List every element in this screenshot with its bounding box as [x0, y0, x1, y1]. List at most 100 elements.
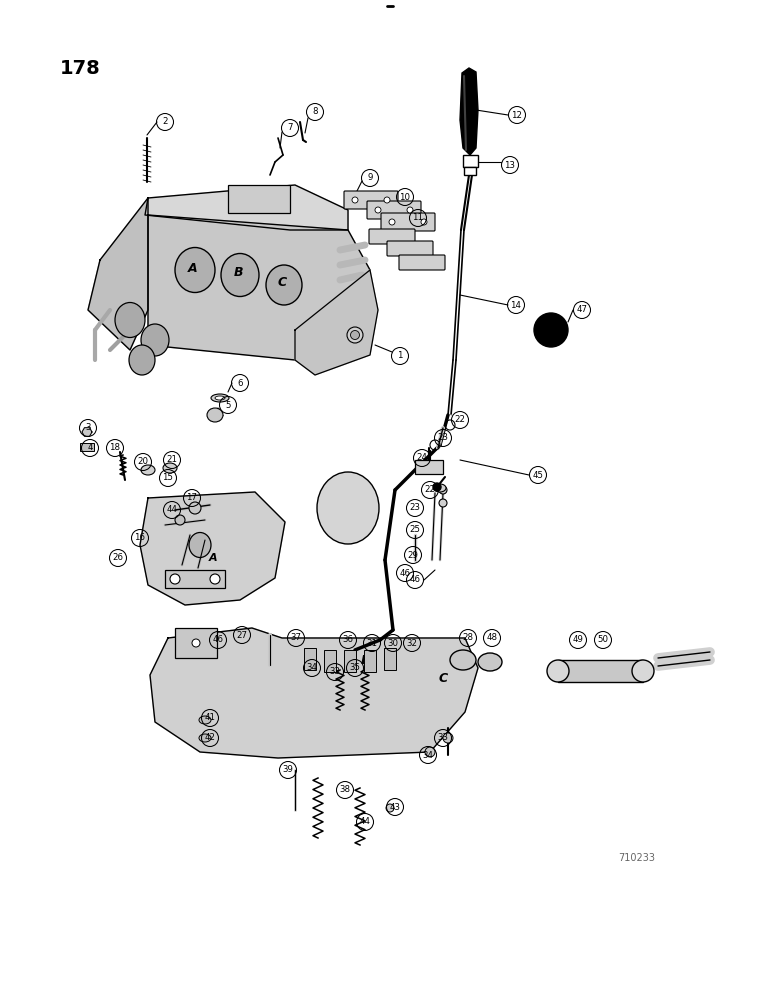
Text: 45: 45 [533, 471, 543, 480]
Text: 38: 38 [340, 786, 350, 794]
Text: 5: 5 [225, 400, 231, 410]
Polygon shape [150, 628, 478, 758]
Text: 46: 46 [399, 568, 411, 578]
Text: 33: 33 [438, 734, 449, 742]
Text: 46: 46 [212, 636, 224, 645]
Text: 25: 25 [409, 526, 421, 534]
Bar [324, 650, 336, 672]
Ellipse shape [443, 733, 453, 743]
FancyBboxPatch shape [387, 241, 433, 256]
Ellipse shape [434, 484, 446, 492]
Text: 39: 39 [283, 766, 293, 774]
Text: 34: 34 [422, 750, 434, 760]
Polygon shape [460, 68, 478, 155]
Text: 31: 31 [367, 639, 378, 648]
Polygon shape [82, 428, 92, 436]
Text: A: A [188, 261, 198, 274]
Bar [304, 648, 316, 670]
Ellipse shape [266, 265, 302, 305]
Ellipse shape [115, 302, 145, 338]
Ellipse shape [478, 653, 502, 671]
Text: C: C [438, 672, 448, 684]
Text: 15: 15 [162, 474, 174, 483]
Bar [415, 460, 443, 474]
Ellipse shape [547, 660, 569, 682]
Text: 13: 13 [504, 160, 516, 169]
Ellipse shape [386, 804, 394, 812]
Text: 29: 29 [408, 550, 418, 560]
Ellipse shape [129, 345, 155, 375]
Text: 22: 22 [455, 416, 466, 424]
Ellipse shape [350, 330, 360, 340]
Text: 30: 30 [388, 639, 398, 648]
Text: 178: 178 [60, 58, 101, 78]
Ellipse shape [211, 394, 229, 402]
Text: B: B [233, 266, 242, 279]
Text: 34: 34 [306, 664, 317, 672]
Polygon shape [148, 215, 370, 360]
Ellipse shape [163, 463, 177, 473]
Text: 14: 14 [510, 300, 522, 310]
Text: 16: 16 [134, 534, 145, 542]
Circle shape [433, 483, 441, 491]
Ellipse shape [141, 465, 155, 475]
Ellipse shape [175, 515, 185, 525]
Polygon shape [145, 185, 348, 230]
Text: B: B [361, 654, 370, 666]
Text: 6: 6 [237, 378, 242, 387]
Text: 18: 18 [110, 444, 120, 452]
Bar [384, 648, 396, 670]
Bar [463, 155, 478, 167]
FancyBboxPatch shape [381, 213, 435, 231]
Ellipse shape [384, 197, 390, 203]
Text: 48: 48 [486, 634, 497, 643]
Ellipse shape [352, 197, 358, 203]
Bar [464, 167, 476, 175]
Circle shape [534, 313, 568, 347]
Text: 47: 47 [577, 306, 587, 314]
Bar [364, 650, 376, 672]
Ellipse shape [199, 734, 211, 742]
Ellipse shape [189, 532, 211, 558]
Ellipse shape [317, 472, 379, 544]
Text: 22: 22 [425, 486, 435, 494]
Bar [80, 443, 94, 451]
Polygon shape [88, 198, 148, 350]
Text: 42: 42 [205, 734, 215, 742]
Text: 37: 37 [290, 634, 302, 643]
Ellipse shape [199, 716, 211, 724]
Text: 28: 28 [462, 634, 473, 643]
Ellipse shape [207, 408, 223, 422]
Polygon shape [295, 270, 378, 375]
Text: 26: 26 [113, 554, 124, 562]
Ellipse shape [221, 253, 259, 296]
Ellipse shape [141, 324, 169, 356]
Bar [175, 628, 217, 658]
Text: 46: 46 [409, 576, 421, 584]
Polygon shape [140, 492, 285, 605]
Ellipse shape [189, 502, 201, 514]
Text: 23: 23 [438, 434, 449, 442]
Text: 20: 20 [137, 458, 148, 466]
Text: 50: 50 [598, 636, 608, 645]
FancyBboxPatch shape [399, 255, 445, 270]
Bar [344, 650, 356, 672]
Bar [558, 660, 643, 682]
Ellipse shape [407, 207, 413, 213]
Text: 44: 44 [167, 506, 178, 514]
Text: 3: 3 [85, 424, 91, 432]
Ellipse shape [439, 499, 447, 507]
Text: 24: 24 [417, 454, 428, 462]
Text: 43: 43 [390, 802, 401, 812]
Ellipse shape [192, 639, 200, 647]
Text: 49: 49 [573, 636, 584, 645]
Ellipse shape [375, 207, 381, 213]
Text: 23: 23 [409, 504, 421, 512]
Text: 11: 11 [412, 214, 424, 223]
Text: 8: 8 [312, 107, 318, 116]
Text: 27: 27 [236, 631, 248, 640]
Text: 10: 10 [399, 192, 411, 202]
Text: 36: 36 [343, 636, 354, 645]
Text: A: A [208, 553, 217, 563]
Ellipse shape [421, 219, 427, 225]
